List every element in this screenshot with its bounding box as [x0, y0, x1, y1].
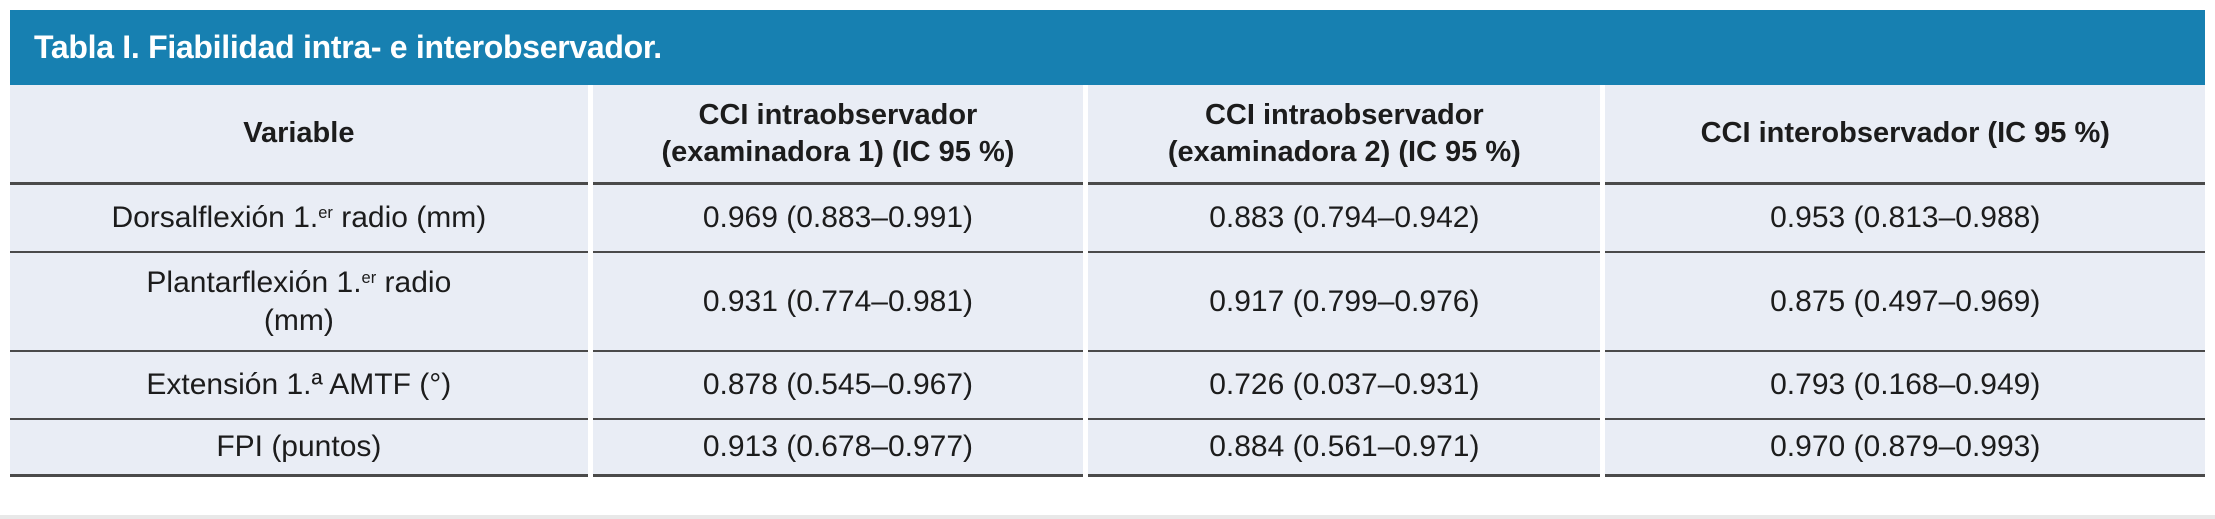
cci-intra-2-value: 0.917 (0.799–0.976) — [1088, 253, 1601, 352]
table-title: Tabla I. Fiabilidad intra- e interobserv… — [34, 29, 662, 65]
variable-line2: (mm) — [263, 303, 334, 337]
variable-cell: Extensión 1.ª AMTF (°) — [10, 352, 588, 420]
col-header-cci-interobservador: CCI interobservador (IC 95 %) — [1605, 85, 2205, 185]
cci-intra-1-value: 0.969 (0.883–0.991) — [592, 185, 1084, 253]
ordinal-superscript: er — [361, 268, 377, 287]
cci-inter-value: 0.970 (0.879–0.993) — [1605, 420, 2205, 477]
cci-intra-2-value: 0.883 (0.794–0.942) — [1088, 185, 1601, 253]
col-header-variable: Variable — [10, 85, 588, 185]
header-row: Variable CCI intraobservador (examinador… — [10, 85, 2205, 185]
cci-intra-2-value: 0.726 (0.037–0.931) — [1088, 352, 1601, 420]
variable-cell: FPI (puntos) — [10, 420, 588, 477]
cci-inter-value: 0.953 (0.813–0.988) — [1605, 185, 2205, 253]
reliability-table-card: Tabla I. Fiabilidad intra- e interobserv… — [10, 10, 2205, 477]
table-row-dorsalflexion: Dorsalflexión 1.er radio (mm) 0.969 (0.8… — [10, 185, 2205, 253]
cci-intra-1-value: 0.913 (0.678–0.977) — [592, 420, 1084, 477]
table-row-extension-amtf: Extensión 1.ª AMTF (°) 0.878 (0.545–0.96… — [10, 352, 2205, 420]
cci-intra-1-value: 0.878 (0.545–0.967) — [592, 352, 1084, 420]
table-row-plantarflexion: Plantarflexión 1.er radio (mm) 0.931 (0.… — [10, 253, 2205, 352]
page-bottom-edge — [0, 515, 2215, 519]
cci-intra-2-value: 0.884 (0.561–0.971) — [1088, 420, 1601, 477]
variable-cell: Plantarflexión 1.er radio (mm) — [10, 253, 588, 352]
table-title-bar: Tabla I. Fiabilidad intra- e interobserv… — [10, 10, 2205, 85]
reliability-table: Variable CCI intraobservador (examinador… — [5, 85, 2210, 477]
cci-inter-value: 0.793 (0.168–0.949) — [1605, 352, 2205, 420]
table-row-fpi: FPI (puntos) 0.913 (0.678–0.977) 0.884 (… — [10, 420, 2205, 477]
ordinal-superscript: er — [318, 204, 333, 223]
variable-cell: Dorsalflexión 1.er radio (mm) — [10, 185, 588, 253]
cci-intra-1-value: 0.931 (0.774–0.981) — [592, 253, 1084, 352]
col-header-cci-intraobservador-2: CCI intraobservador (examinadora 2) (IC … — [1088, 85, 1601, 185]
col-header-cci-intraobservador-1: CCI intraobservador (examinadora 1) (IC … — [592, 85, 1084, 185]
cci-inter-value: 0.875 (0.497–0.969) — [1605, 253, 2205, 352]
